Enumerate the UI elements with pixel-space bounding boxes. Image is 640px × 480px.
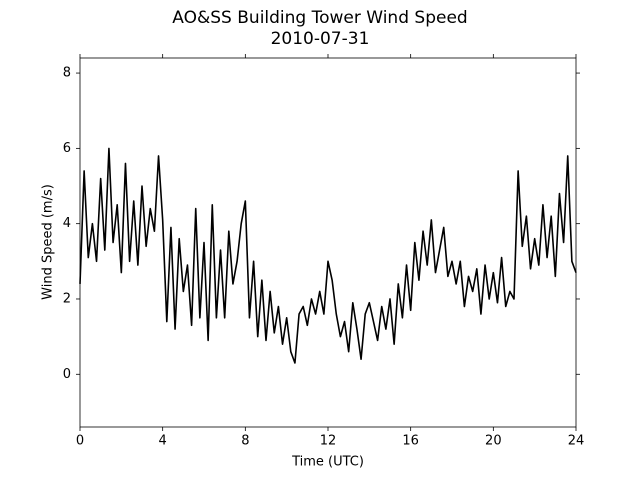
y-tick-label: 0 (63, 367, 71, 382)
chart-subtitle: 2010-07-31 (271, 29, 370, 49)
x-tick-label: 0 (76, 434, 84, 449)
y-tick-label: 4 (63, 216, 71, 231)
y-tick-label: 8 (63, 66, 71, 81)
x-axis-label: Time (UTC) (291, 455, 364, 470)
x-tick-label: 24 (568, 434, 585, 449)
x-tick-label: 16 (402, 434, 419, 449)
x-tick-label: 12 (320, 434, 337, 449)
y-tick-label: 6 (63, 141, 71, 156)
x-tick-label: 8 (241, 434, 249, 449)
plot-frame (79, 57, 577, 428)
x-tick-label: 20 (485, 434, 502, 449)
x-tick-label: 4 (159, 434, 167, 449)
y-axis-label: Wind Speed (m/s) (41, 184, 56, 300)
y-tick-label: 2 (63, 291, 71, 306)
chart-title: AO&SS Building Tower Wind Speed (172, 8, 467, 28)
line-series (79, 147, 577, 364)
